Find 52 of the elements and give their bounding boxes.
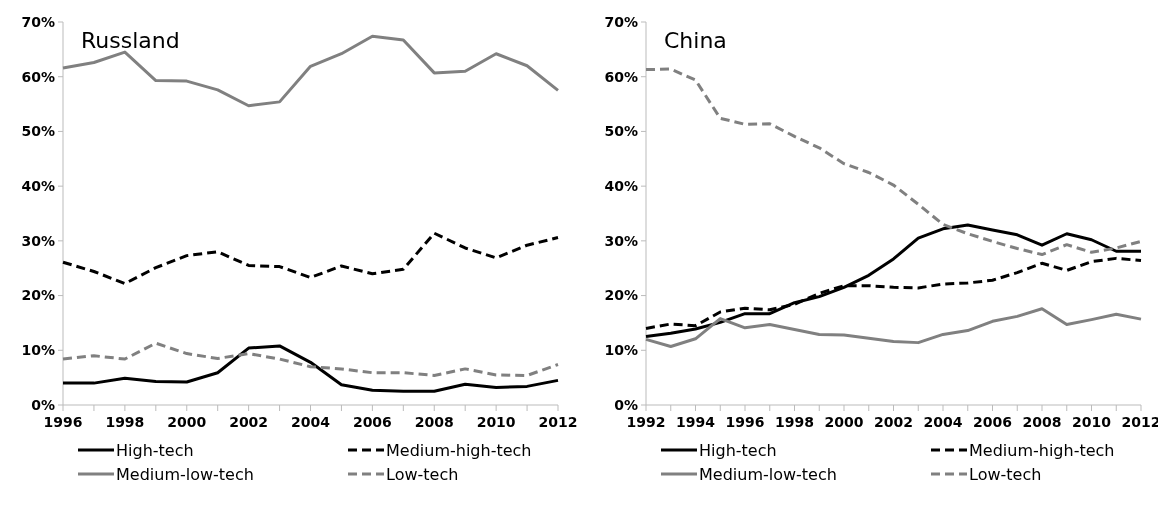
x-tick-label: 2004	[291, 414, 331, 430]
y-tick-label: 70%	[21, 13, 55, 30]
x-tick-label: 2002	[874, 414, 913, 430]
legend-label: High-tech	[116, 440, 194, 460]
y-tick-label: 60%	[21, 68, 55, 85]
x-tick-label: 2000	[167, 414, 207, 430]
y-tick-label: 0%	[614, 396, 638, 413]
x-tick-label: 1994	[676, 414, 716, 430]
x-tick-label: 1998	[775, 414, 814, 430]
line-series	[644, 67, 1143, 257]
y-tick-label: 50%	[21, 123, 55, 140]
legend-label: Low-tech	[386, 464, 459, 484]
legend-label: Medium-low-tech	[699, 464, 837, 484]
legend-label: Low-tech	[969, 464, 1042, 484]
y-tick-label: 50%	[604, 123, 638, 140]
y-tick-label: 40%	[604, 178, 638, 195]
x-tick-label: 2004	[923, 414, 963, 430]
y-tick-label: 70%	[604, 13, 638, 30]
x-tick-label: 1996	[725, 414, 765, 430]
legend-label: Medium-high-tech	[969, 440, 1115, 460]
line-series	[61, 231, 560, 286]
line-series	[644, 307, 1143, 348]
x-tick-label: 2010	[476, 414, 516, 430]
y-tick-label: 10%	[604, 342, 638, 359]
x-tick-label: 2006	[973, 414, 1012, 430]
chart-title: China	[664, 28, 727, 53]
x-tick-label: 1996	[43, 414, 83, 430]
x-tick-label: 2008	[1022, 414, 1062, 430]
x-tick-label: 2010	[1072, 414, 1112, 430]
y-tick-label: 30%	[21, 232, 55, 249]
x-tick-label: 1998	[105, 414, 145, 430]
y-tick-label: 20%	[21, 287, 55, 304]
y-tick-label: 0%	[31, 396, 55, 413]
line-series	[61, 344, 560, 393]
x-tick-label: 2000	[824, 414, 864, 430]
y-tick-label: 40%	[21, 178, 55, 195]
x-tick-label: 2002	[229, 414, 269, 430]
line-series	[61, 34, 560, 108]
x-tick-label: 2012	[538, 414, 578, 430]
y-tick-label: 30%	[604, 232, 638, 249]
legend-label: Medium-high-tech	[386, 440, 532, 460]
legend-label: High-tech	[699, 440, 777, 460]
x-tick-label: 2008	[414, 414, 454, 430]
chart-title: Russland	[81, 28, 180, 53]
x-tick-label: 1992	[626, 414, 666, 430]
x-tick-label: 2006	[352, 414, 392, 430]
line-series	[644, 223, 1143, 339]
y-tick-label: 10%	[21, 342, 55, 359]
line-series	[61, 341, 560, 377]
legend-label: Medium-low-tech	[116, 464, 254, 484]
y-tick-label: 20%	[604, 287, 638, 304]
y-tick-label: 60%	[604, 68, 638, 85]
